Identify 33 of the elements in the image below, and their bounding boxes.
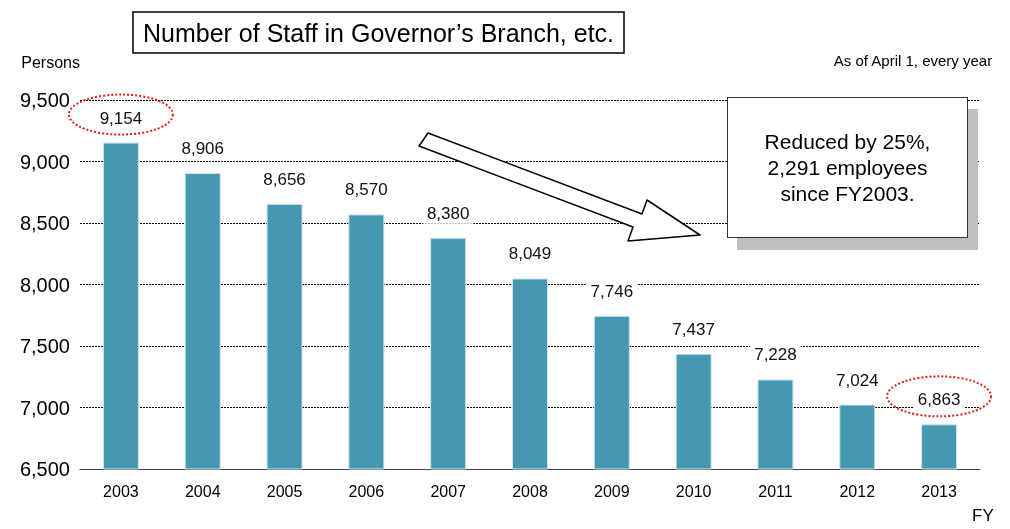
chart-title: Number of Staff in Governor’s Branch, etc. [143,18,615,47]
y-tick-label: 9,000 [19,150,70,173]
data-label: 7,228 [754,345,797,365]
y-tick-label: 9,500 [19,89,70,111]
x-tick-label: 2003 [103,482,139,500]
x-tick-label: 2008 [512,482,548,500]
x-tick-label: 2010 [675,482,712,500]
x-tick-label: 2006 [348,482,385,500]
x-tick-label: 2004 [184,482,221,500]
data-label: 8,570 [345,180,388,200]
y-tick-label: 7,500 [19,335,70,357]
chart-subtitle: As of April 1, every year [833,52,993,69]
y-tick-label: 7,000 [19,396,70,419]
y-axis-title: Persons [21,53,80,71]
data-label: 8,049 [508,244,552,264]
data-label: 8,906 [181,139,224,159]
x-tick-label: 2012 [839,482,876,500]
data-label: 7,024 [836,370,879,390]
y-tick-label: 6,500 [19,458,70,480]
x-axis-title: FY [972,506,994,525]
x-tick-label: 2013 [921,482,957,500]
x-tick-label: 2007 [430,482,467,500]
y-tick-label: 8,000 [19,273,70,296]
x-tick-label: 2009 [594,482,630,500]
data-label: 6,863 [917,390,961,410]
data-label: 7,746 [590,281,634,301]
data-label: 8,656 [263,169,306,189]
y-tick-label: 8,500 [19,212,70,234]
x-tick-label: 2005 [266,482,303,500]
data-label: 7,437 [672,319,715,339]
data-label: 9,154 [99,108,143,128]
data-label: 8,380 [426,203,470,223]
x-tick-label: 2011 [758,482,793,500]
